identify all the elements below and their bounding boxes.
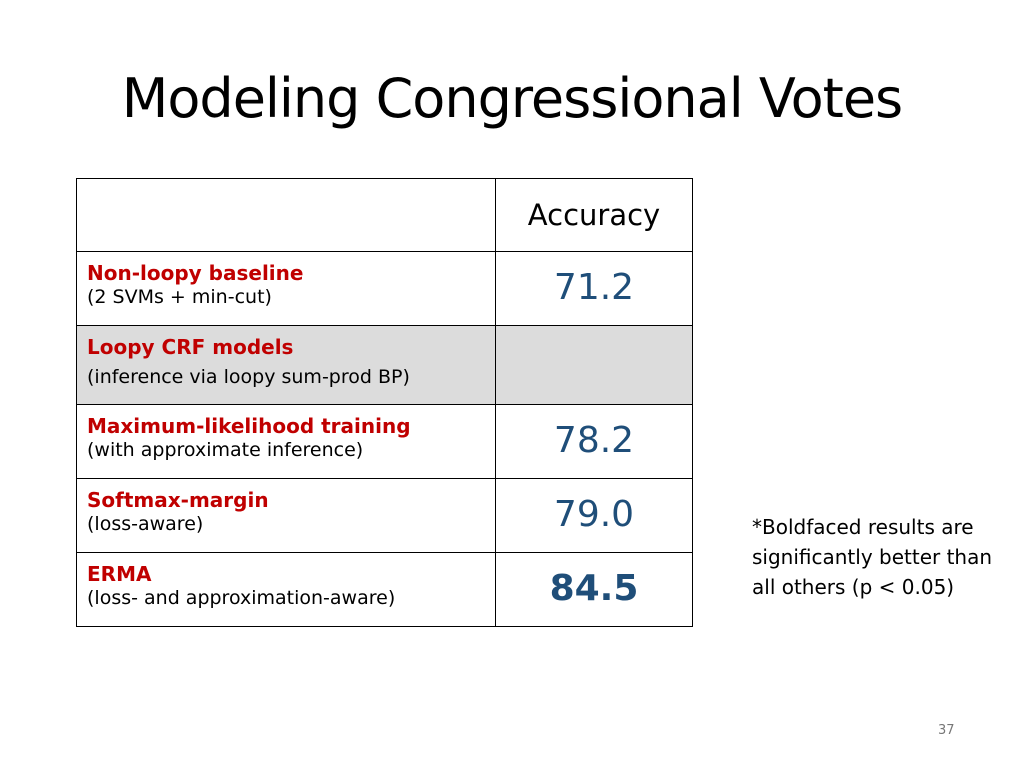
model-description: (inference via loopy sum-prod BP) [87,366,410,388]
table-row: Maximum-likelihood training (with approx… [76,404,693,479]
model-description: (2 SVMs + min-cut) [87,286,272,308]
model-name: Loopy CRF models [87,335,294,359]
model-cell: Softmax-margin (loss-aware) [76,478,496,553]
slide-title: Modeling Congressional Votes [121,67,903,130]
accuracy-cell [495,325,693,405]
table-row: Loopy CRF models (inference via loopy su… [76,325,693,405]
accuracy-value-best: 84.5 [549,568,639,609]
model-description: (loss-aware) [87,513,204,535]
page-number: 37 [938,723,955,738]
accuracy-value: 79.0 [553,494,635,535]
results-table: Accuracy Non-loopy baseline (2 SVMs + mi… [76,178,693,627]
model-name: Maximum-likelihood training [87,414,411,438]
table-header-row: Accuracy [76,178,693,252]
accuracy-cell: 79.0 [495,478,693,553]
accuracy-cell-best: 84.5 [495,552,693,627]
table-row: ERMA (loss- and approximation-aware) 84.… [76,552,693,627]
model-cell: Loopy CRF models (inference via loopy su… [76,325,496,405]
model-name: Non-loopy baseline [87,261,304,285]
accuracy-value: 71.2 [553,267,635,308]
accuracy-value: 78.2 [553,420,635,461]
accuracy-cell: 78.2 [495,404,693,479]
model-description: (loss- and approximation-aware) [87,587,396,609]
footnote: *Boldfaced results are significantly bet… [752,515,993,599]
header-model-cell [76,178,496,252]
table-row: Softmax-margin (loss-aware) 79.0 [76,478,693,553]
model-cell: Maximum-likelihood training (with approx… [76,404,496,479]
table-row: Non-loopy baseline (2 SVMs + min-cut) 71… [76,251,693,326]
model-cell: Non-loopy baseline (2 SVMs + min-cut) [76,251,496,326]
model-name: Softmax-margin [87,488,269,512]
model-name: ERMA [87,562,152,586]
accuracy-cell: 71.2 [495,251,693,326]
model-description: (with approximate inference) [87,439,364,461]
header-accuracy-cell: Accuracy [495,178,693,252]
model-cell: ERMA (loss- and approximation-aware) [76,552,496,627]
